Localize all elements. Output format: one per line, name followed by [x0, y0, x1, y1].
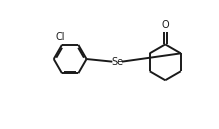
Text: O: O: [161, 20, 169, 30]
Text: Cl: Cl: [56, 32, 65, 42]
Text: Se: Se: [111, 57, 123, 67]
